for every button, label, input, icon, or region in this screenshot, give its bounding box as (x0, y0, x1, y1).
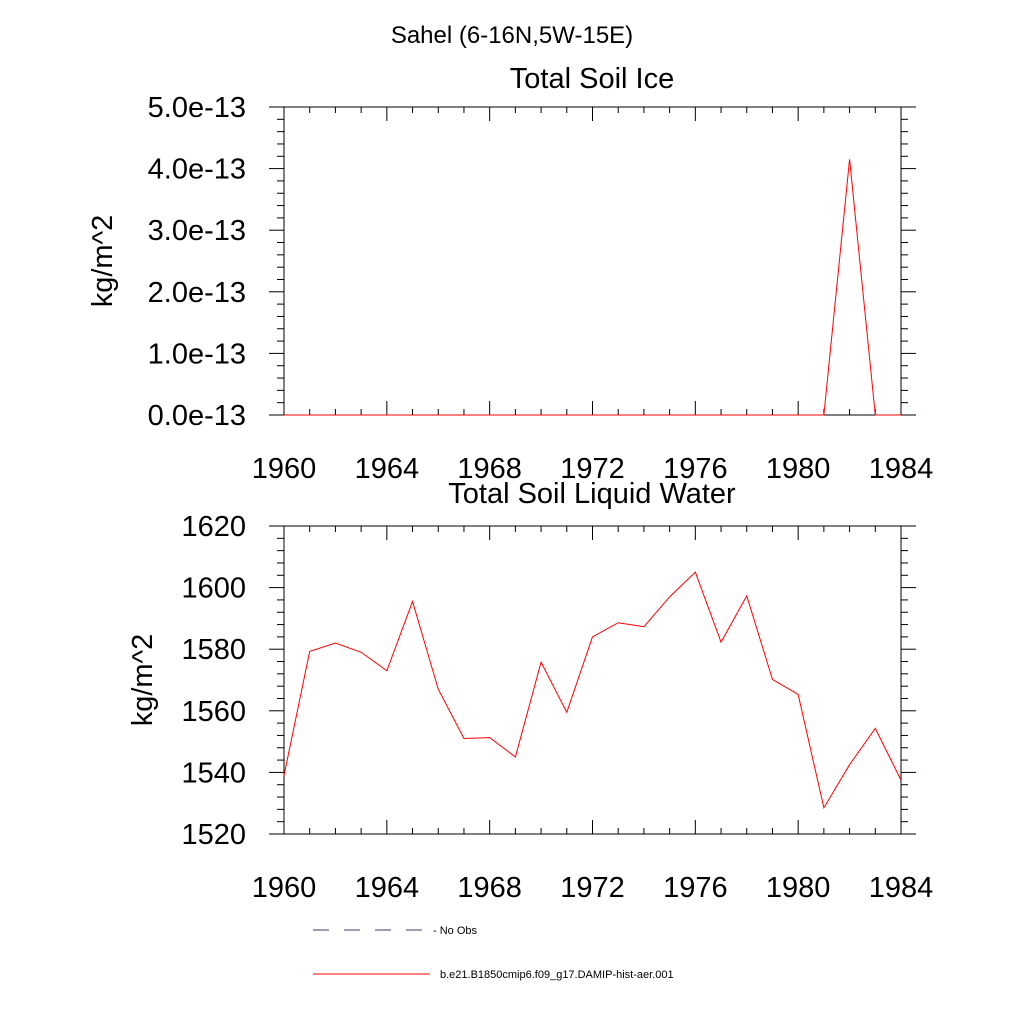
legend-label-model-run: b.e21.B1850cmip6.f09_g17.DAMIP-hist-aer.… (440, 969, 674, 981)
x-tick-label: 1968 (457, 453, 522, 485)
x-tick-label: 1980 (766, 453, 831, 485)
x-tick-label: 1972 (560, 453, 625, 485)
x-tick-label: 1984 (869, 453, 934, 485)
x-tick-label: 1968 (457, 872, 522, 904)
y-tick-label: 1560 (181, 696, 246, 728)
x-tick-label: 1964 (355, 453, 420, 485)
y-tick-label: 2.0e-13 (148, 277, 246, 309)
y-axis-label: kg/m^2 (127, 634, 159, 727)
x-tick-label: 1960 (252, 453, 317, 485)
x-tick-label: 1976 (663, 453, 728, 485)
y-tick-label: 1600 (181, 573, 246, 605)
x-tick-label: 1964 (355, 872, 420, 904)
figure-title: Sahel (6-16N,5W-15E) (391, 22, 633, 49)
series-line (283, 571, 902, 810)
y-axis-label: kg/m^2 (87, 215, 119, 308)
y-tick-label: 3.0e-13 (148, 215, 246, 247)
plot-frame (283, 106, 902, 416)
legend: - No Obs b.e21.B1850cmip6.f09_g17.DAMIP-… (313, 925, 674, 981)
legend-label-no-obs: - No Obs (433, 925, 478, 937)
y-tick-label: 1520 (181, 819, 246, 851)
y-tick-label: 1620 (181, 511, 246, 543)
y-tick-label: 5.0e-13 (148, 92, 246, 124)
panel-total-soil-ice: Total Soil Ice kg/m^2 1960 1964 1968 1972 19… (87, 63, 933, 485)
x-tick-label: 1976 (663, 872, 728, 904)
plot-frame (283, 525, 902, 835)
panel-title: Total Soil Ice (510, 63, 674, 95)
y-tick-label: 1540 (181, 757, 246, 789)
x-tick-label: 1980 (766, 872, 831, 904)
series-line (284, 159, 901, 416)
y-tick-label: 0.0e-13 (148, 400, 246, 432)
y-tick-label: 4.0e-13 (148, 154, 246, 186)
y-tick-label: 1580 (181, 634, 246, 666)
y-tick-label: 1.0e-13 (148, 338, 246, 370)
x-tick-label: 1972 (560, 872, 625, 904)
x-tick-label: 1960 (252, 872, 317, 904)
x-tick-label: 1984 (869, 872, 934, 904)
panel-total-soil-liquid-water: Total Soil Liquid Water kg/m^2 1960 1964 1… (127, 478, 933, 904)
panel-title: Total Soil Liquid Water (448, 478, 736, 510)
